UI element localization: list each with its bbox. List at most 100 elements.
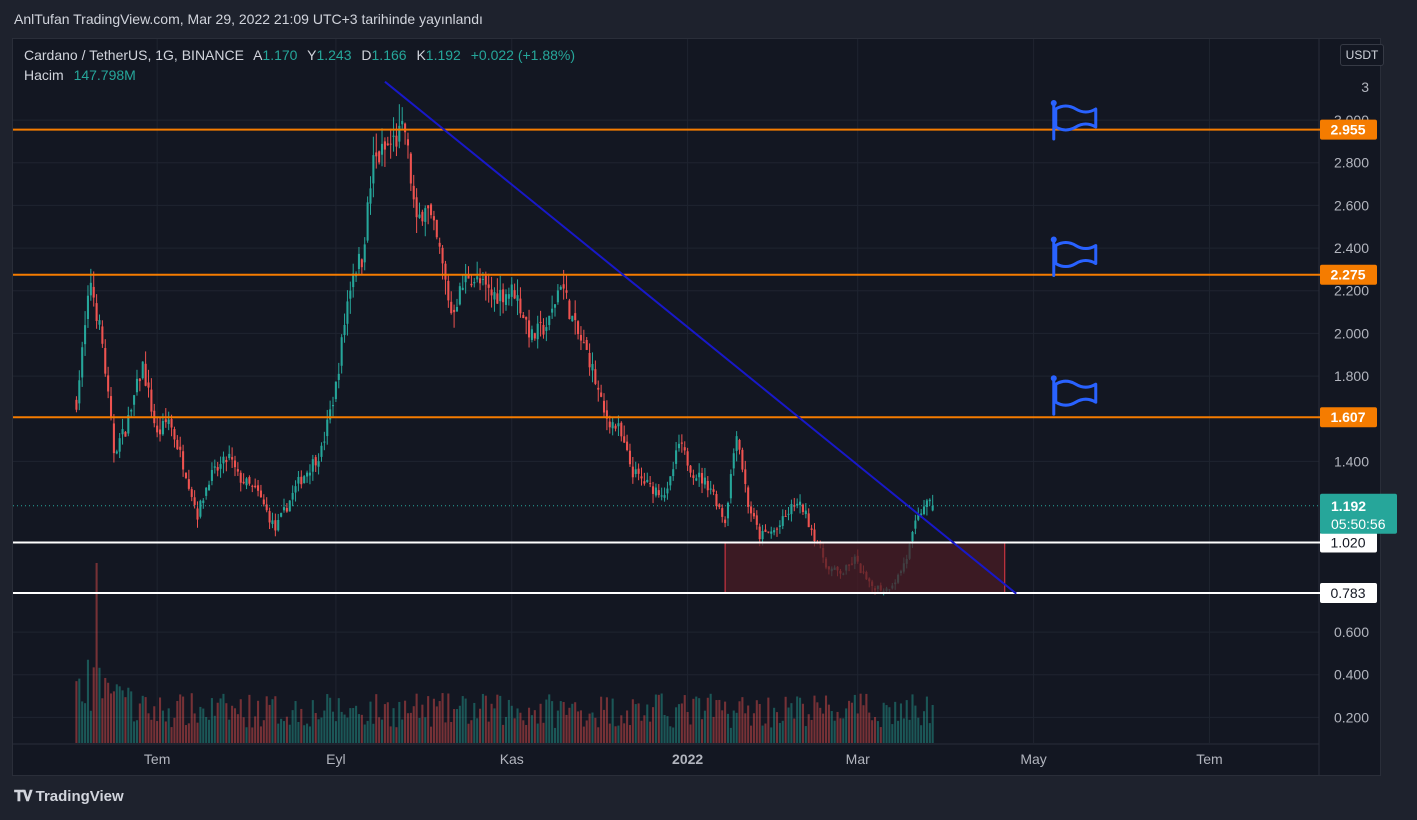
candle[interactable] (190, 489, 193, 497)
candle[interactable] (810, 528, 813, 530)
candle[interactable] (392, 135, 395, 137)
candle[interactable] (225, 460, 228, 463)
candle[interactable] (643, 481, 646, 484)
candle[interactable] (675, 450, 678, 464)
candle[interactable] (161, 421, 164, 435)
candle[interactable] (784, 515, 787, 517)
candle[interactable] (429, 204, 433, 216)
candle[interactable] (84, 325, 87, 345)
candle[interactable] (519, 298, 522, 314)
candle[interactable] (706, 480, 709, 491)
candle[interactable] (340, 337, 343, 366)
candle[interactable] (352, 273, 355, 288)
candle[interactable] (773, 530, 776, 533)
candle[interactable] (141, 361, 144, 379)
candle[interactable] (320, 445, 323, 457)
candle[interactable] (752, 513, 755, 517)
candle[interactable] (380, 143, 384, 155)
candle[interactable] (920, 513, 923, 516)
candle[interactable] (551, 308, 554, 313)
candle[interactable] (274, 520, 277, 531)
candle[interactable] (164, 419, 167, 423)
candle[interactable] (98, 320, 101, 325)
candle[interactable] (239, 472, 242, 483)
candle[interactable] (738, 439, 741, 450)
candle[interactable] (179, 446, 182, 450)
candle[interactable] (406, 139, 410, 146)
candle[interactable] (453, 309, 456, 313)
candle[interactable] (259, 490, 262, 498)
candle[interactable] (210, 469, 213, 481)
candle[interactable] (585, 339, 588, 350)
candle[interactable] (366, 202, 369, 241)
candle[interactable] (158, 429, 162, 435)
candle[interactable] (228, 453, 231, 459)
candle[interactable] (542, 324, 545, 335)
candle[interactable] (455, 306, 459, 312)
candle[interactable] (799, 501, 802, 505)
candle[interactable] (735, 436, 738, 451)
flag-icon[interactable] (1054, 241, 1098, 269)
currency-button[interactable]: USDT (1340, 44, 1384, 66)
candle[interactable] (922, 506, 926, 515)
candle[interactable] (628, 450, 632, 465)
candle[interactable] (265, 504, 268, 511)
candle[interactable] (427, 205, 430, 209)
candle[interactable] (911, 531, 914, 542)
candle[interactable] (156, 425, 159, 433)
candle[interactable] (747, 487, 750, 507)
candle[interactable] (577, 321, 580, 335)
candle[interactable] (245, 478, 248, 486)
candle[interactable] (81, 347, 84, 378)
candle[interactable] (726, 502, 730, 519)
candle[interactable] (781, 516, 784, 526)
candle[interactable] (401, 121, 404, 125)
candle[interactable] (331, 405, 335, 407)
candle[interactable] (415, 197, 418, 218)
flag-icon[interactable] (1054, 104, 1098, 132)
candle[interactable] (761, 530, 764, 540)
candle[interactable] (931, 505, 934, 511)
candle[interactable] (458, 286, 461, 305)
candle[interactable] (778, 525, 781, 527)
candle[interactable] (490, 289, 493, 296)
candle[interactable] (605, 410, 608, 419)
candle[interactable] (421, 211, 424, 222)
candle[interactable] (109, 396, 113, 418)
candle[interactable] (767, 531, 770, 533)
candle[interactable] (507, 294, 510, 299)
candle[interactable] (914, 520, 917, 529)
candle[interactable] (233, 460, 237, 468)
candle[interactable] (432, 216, 435, 221)
candle[interactable] (530, 329, 533, 340)
candle[interactable] (640, 476, 643, 479)
candle[interactable] (758, 526, 761, 540)
chart-pane[interactable] (12, 38, 1381, 776)
candle[interactable] (138, 378, 141, 382)
candle[interactable] (271, 520, 274, 525)
candle[interactable] (285, 507, 288, 512)
candle[interactable] (222, 456, 225, 464)
candle[interactable] (187, 479, 190, 489)
candle[interactable] (424, 208, 427, 222)
candle[interactable] (372, 155, 375, 184)
candle[interactable] (86, 295, 89, 320)
candle[interactable] (236, 469, 239, 472)
trend-line[interactable] (384, 80, 1017, 595)
candle[interactable] (349, 290, 352, 299)
candle[interactable] (104, 348, 107, 374)
candle[interactable] (579, 334, 582, 341)
candle[interactable] (213, 466, 216, 468)
candle[interactable] (193, 497, 196, 505)
candle[interactable] (568, 300, 571, 320)
candle[interactable] (669, 476, 672, 486)
candle[interactable] (770, 531, 773, 534)
tradingview-logo[interactable]: 𝐓𝐕 TradingView (14, 788, 124, 805)
candle[interactable] (208, 484, 211, 491)
candle[interactable] (559, 286, 562, 290)
candle[interactable] (231, 457, 234, 460)
candle[interactable] (329, 409, 332, 420)
candle[interactable] (712, 489, 715, 492)
candle[interactable] (130, 410, 133, 412)
candle[interactable] (337, 373, 340, 380)
